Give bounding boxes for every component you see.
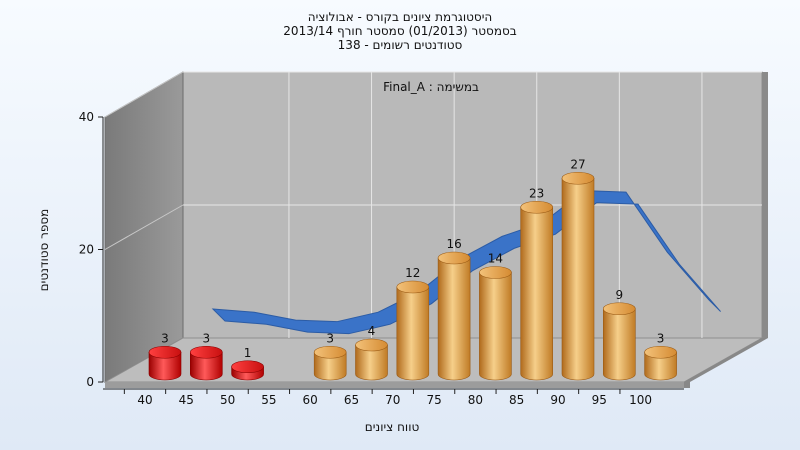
x-tick-label: 85 — [509, 393, 524, 407]
y-axis: 0 20 40 — [79, 110, 103, 389]
bar-top — [396, 280, 430, 294]
bar-85: 23 — [520, 186, 554, 381]
bar-value-label: 3 — [326, 331, 334, 345]
bar-top — [479, 266, 512, 279]
bar-top — [602, 302, 636, 316]
bar-top — [190, 345, 223, 359]
x-tick-label: 100 — [629, 393, 652, 407]
y-axis-label: מספר סטודנטים — [37, 209, 51, 292]
bar-top — [231, 360, 264, 374]
bar-top — [148, 345, 182, 359]
x-tick-label: 80 — [468, 393, 483, 407]
x-tick-label: 40 — [137, 393, 152, 407]
bar-body — [561, 177, 595, 381]
x-tick-label: 75 — [426, 393, 441, 407]
bar-50: 1 — [231, 346, 264, 381]
bar-body — [355, 344, 388, 381]
bar-top — [644, 345, 677, 359]
bar-body — [603, 308, 636, 381]
bar-40: 3 — [148, 331, 182, 381]
back-wall-edge — [762, 72, 768, 338]
y-tick-label: 40 — [79, 110, 94, 124]
bar-value-label: 1 — [244, 346, 252, 360]
bar-90: 27 — [561, 157, 595, 381]
grid-line-side — [104, 71, 184, 118]
bar-value-label: 3 — [161, 331, 169, 345]
x-tick-label: 60 — [303, 393, 318, 407]
bar-70: 12 — [396, 266, 430, 381]
bar-95: 9 — [602, 288, 636, 381]
x-axis-label: טווח ציונים — [365, 420, 420, 434]
chart-title-line-1: היסטוגרמת ציונים בקורס - אבולוציה — [307, 10, 493, 24]
bar-value-label: 3 — [202, 331, 210, 345]
x-tick-label: 70 — [385, 393, 400, 407]
bar-body — [437, 257, 471, 381]
bar-value-label: 23 — [529, 186, 544, 200]
x-tick-label: 90 — [550, 393, 565, 407]
bar-value-label: 14 — [488, 252, 503, 266]
bar-value-label: 12 — [405, 266, 420, 280]
bar-body — [479, 272, 512, 381]
x-tick-label: 50 — [220, 393, 235, 407]
bar-100: 3 — [644, 331, 677, 381]
x-axis: 40 45 50 55 60 65 70 75 80 85 90 95 100 — [123, 389, 652, 407]
bar-value-label: 16 — [446, 237, 461, 251]
bar-body — [396, 286, 430, 381]
bar-75: 16 — [437, 237, 471, 381]
bar-top — [561, 171, 595, 185]
bar-top — [520, 200, 554, 214]
bar-60: 3 — [313, 331, 347, 381]
bar-45: 3 — [190, 331, 223, 381]
y-tick-label: 20 — [79, 243, 94, 257]
task-annotation: Final_A : במשימה — [383, 80, 479, 94]
bar-top — [355, 338, 388, 352]
bar-80: 14 — [479, 252, 512, 381]
bar-value-label: 9 — [615, 288, 623, 302]
bar-top — [437, 251, 471, 265]
bar-value-label: 3 — [657, 331, 665, 345]
bar-65: 4 — [355, 324, 388, 381]
x-tick-label: 95 — [592, 393, 607, 407]
x-tick-label: 55 — [261, 393, 276, 407]
bar-body — [313, 351, 347, 381]
bar-body — [520, 206, 553, 381]
x-tick-label: 45 — [179, 393, 194, 407]
chart-title-line-3: סטודנטים רשומים - 138 — [337, 38, 463, 52]
chart-title-line-2: בסמסטר (01/2013) סמסטר חורף 2013/14 — [283, 24, 517, 38]
bar-value-label: 4 — [368, 324, 376, 338]
bar-value-label: 27 — [570, 157, 585, 171]
bar-body — [148, 351, 182, 381]
bars-group: 3 3 1 3 4 12 16 14 23 27 9 3 — [148, 157, 677, 381]
y-tick-label: 0 — [86, 375, 94, 389]
floor-edge — [105, 382, 684, 388]
x-tick-label: 65 — [344, 393, 359, 407]
bar-body — [644, 351, 677, 381]
bar-body — [190, 351, 223, 381]
bar-top — [313, 345, 347, 359]
grid-line-side — [104, 204, 184, 250]
